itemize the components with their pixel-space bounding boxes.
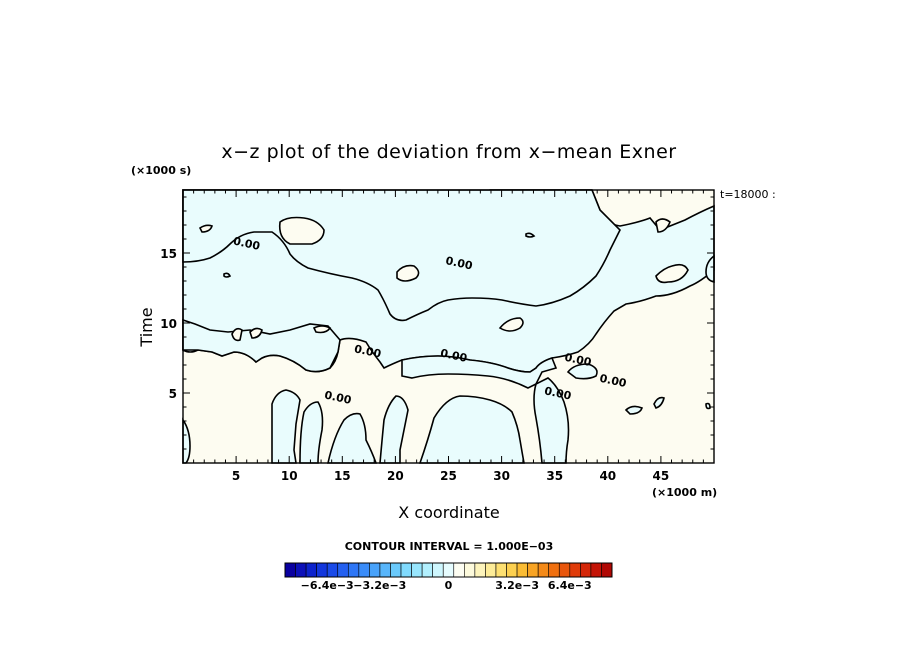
negative-lower-left-tail bbox=[182, 318, 341, 373]
island-upper-2 bbox=[396, 264, 420, 282]
colorbar-swatch bbox=[421, 562, 433, 578]
island-mid-3 bbox=[312, 325, 332, 334]
x-tick-label: 5 bbox=[232, 469, 240, 483]
colorbar-swatch bbox=[485, 562, 497, 578]
colorbar-swatch bbox=[316, 562, 328, 578]
cell-lower-5 bbox=[418, 395, 525, 464]
contour-label: 0.00 bbox=[444, 254, 474, 272]
colorbar bbox=[284, 562, 613, 578]
x-tick-label: 10 bbox=[281, 469, 298, 483]
cell-upper-small bbox=[525, 232, 536, 238]
island-mid-left-2 bbox=[249, 327, 263, 339]
island-mid-left bbox=[231, 327, 243, 342]
contour-label: 0.00 bbox=[439, 347, 469, 365]
lower-negative-cells bbox=[182, 377, 570, 464]
contour-label: 0.00 bbox=[543, 384, 573, 402]
contour-interval-label: CONTOUR INTERVAL = 1.000E−03 bbox=[345, 540, 554, 553]
island-right-1 bbox=[655, 263, 689, 284]
colorbar-swatch bbox=[516, 562, 528, 578]
colorbar-swatch bbox=[337, 562, 349, 578]
colorbar-swatch bbox=[580, 562, 592, 578]
colorbar-tick-label: 0 bbox=[445, 579, 453, 592]
cell-lower-1 bbox=[271, 389, 301, 464]
colorbar-swatch bbox=[432, 562, 444, 578]
colorbar-swatch bbox=[474, 562, 486, 578]
cell-lower-6 bbox=[533, 377, 570, 464]
colorbar-swatch bbox=[527, 562, 539, 578]
x-tick-labels: 5 10 15 20 25 30 35 40 45 bbox=[232, 469, 669, 483]
cell-right-4 bbox=[705, 402, 711, 410]
x-axis-label: X coordinate bbox=[398, 503, 499, 522]
colorbar-swatch bbox=[506, 562, 518, 578]
cell-right-3 bbox=[653, 396, 665, 409]
colorbar-swatch bbox=[569, 562, 581, 578]
colorbar-swatch bbox=[358, 562, 370, 578]
colorbar-swatch bbox=[295, 562, 307, 578]
colorbar-swatch bbox=[442, 562, 455, 578]
plot-area: 0.00 0.00 0.00 0.00 0.00 0.00 0.00 0.00 bbox=[182, 189, 715, 464]
island-right-3 bbox=[198, 224, 214, 233]
contour-label: 0.00 bbox=[563, 351, 593, 369]
cell-lower-3 bbox=[327, 412, 378, 464]
time-label: t=18000 : bbox=[720, 188, 776, 201]
y-tick-labels: 5 10 15 bbox=[160, 247, 177, 401]
cell-right-2 bbox=[624, 405, 643, 415]
colorbar-labels: −6.4e−3 −3.2e−3 0 3.2e−3 6.4e−3 bbox=[301, 579, 592, 592]
contour-label: 0.00 bbox=[232, 235, 262, 253]
x-tick-label: 30 bbox=[493, 469, 510, 483]
x-tick-label: 15 bbox=[334, 469, 351, 483]
x-tick-label: 45 bbox=[653, 469, 670, 483]
x-tick-label: 35 bbox=[546, 469, 563, 483]
colorbar-swatch bbox=[601, 562, 613, 578]
island-upper-3 bbox=[498, 317, 524, 332]
y-units-label: (×1000 s) bbox=[131, 164, 191, 177]
y-tick-label: 5 bbox=[169, 387, 177, 401]
contour-label: 0.00 bbox=[323, 389, 353, 407]
x-tick-label: 25 bbox=[440, 469, 457, 483]
colorbar-swatch bbox=[326, 562, 339, 578]
colorbar-swatch bbox=[369, 562, 381, 578]
island-right-2 bbox=[655, 218, 671, 233]
colorbar-swatch bbox=[590, 562, 602, 578]
contour-label: 0.00 bbox=[353, 342, 383, 360]
colorbar-swatch bbox=[347, 562, 360, 578]
colorbar-swatch bbox=[548, 562, 560, 578]
colorbar-swatch bbox=[284, 562, 296, 578]
colorbar-swatch bbox=[305, 562, 317, 578]
colorbar-frame bbox=[284, 562, 613, 578]
island-upper-1 bbox=[278, 216, 325, 245]
cell-lower-4 bbox=[379, 395, 409, 464]
colorbar-tick-label: −3.2e−3 bbox=[353, 579, 406, 592]
y-axis-label: Time bbox=[137, 307, 156, 347]
x-tick-label: 20 bbox=[387, 469, 404, 483]
y-tick-label: 15 bbox=[160, 247, 177, 261]
chart-title: x−z plot of the deviation from x−mean Ex… bbox=[221, 141, 676, 163]
colorbar-tick-label: −6.4e−3 bbox=[301, 579, 354, 592]
contour-labels: 0.00 0.00 0.00 0.00 0.00 0.00 0.00 0.00 bbox=[232, 235, 628, 407]
colorbar-swatch bbox=[390, 562, 402, 578]
cell-lower-2 bbox=[299, 401, 324, 464]
cell-right-1 bbox=[566, 363, 598, 380]
colorbar-swatch bbox=[453, 562, 465, 578]
colorbar-swatch bbox=[379, 562, 391, 578]
colorbar-swatch bbox=[558, 562, 571, 578]
colorbar-swatch bbox=[537, 562, 550, 578]
colorbar-swatch bbox=[495, 562, 507, 578]
colorbar-swatch bbox=[400, 562, 412, 578]
x-units-label: (×1000 m) bbox=[652, 486, 717, 499]
axis-ticks bbox=[183, 190, 714, 463]
positive-islands bbox=[198, 216, 689, 342]
y-tick-label: 10 bbox=[160, 317, 177, 331]
negative-cut-lower-center bbox=[401, 355, 558, 389]
contour-label: 0.00 bbox=[598, 372, 628, 390]
colorbar-tick-label: 6.4e−3 bbox=[548, 579, 592, 592]
x-tick-label: 40 bbox=[599, 469, 616, 483]
colorbar-swatch bbox=[464, 562, 476, 578]
colorbar-tick-label: 3.2e−3 bbox=[495, 579, 539, 592]
cell-lower-7 bbox=[182, 417, 191, 464]
colorbar-swatch bbox=[411, 562, 423, 578]
cell-left-small bbox=[223, 272, 232, 278]
